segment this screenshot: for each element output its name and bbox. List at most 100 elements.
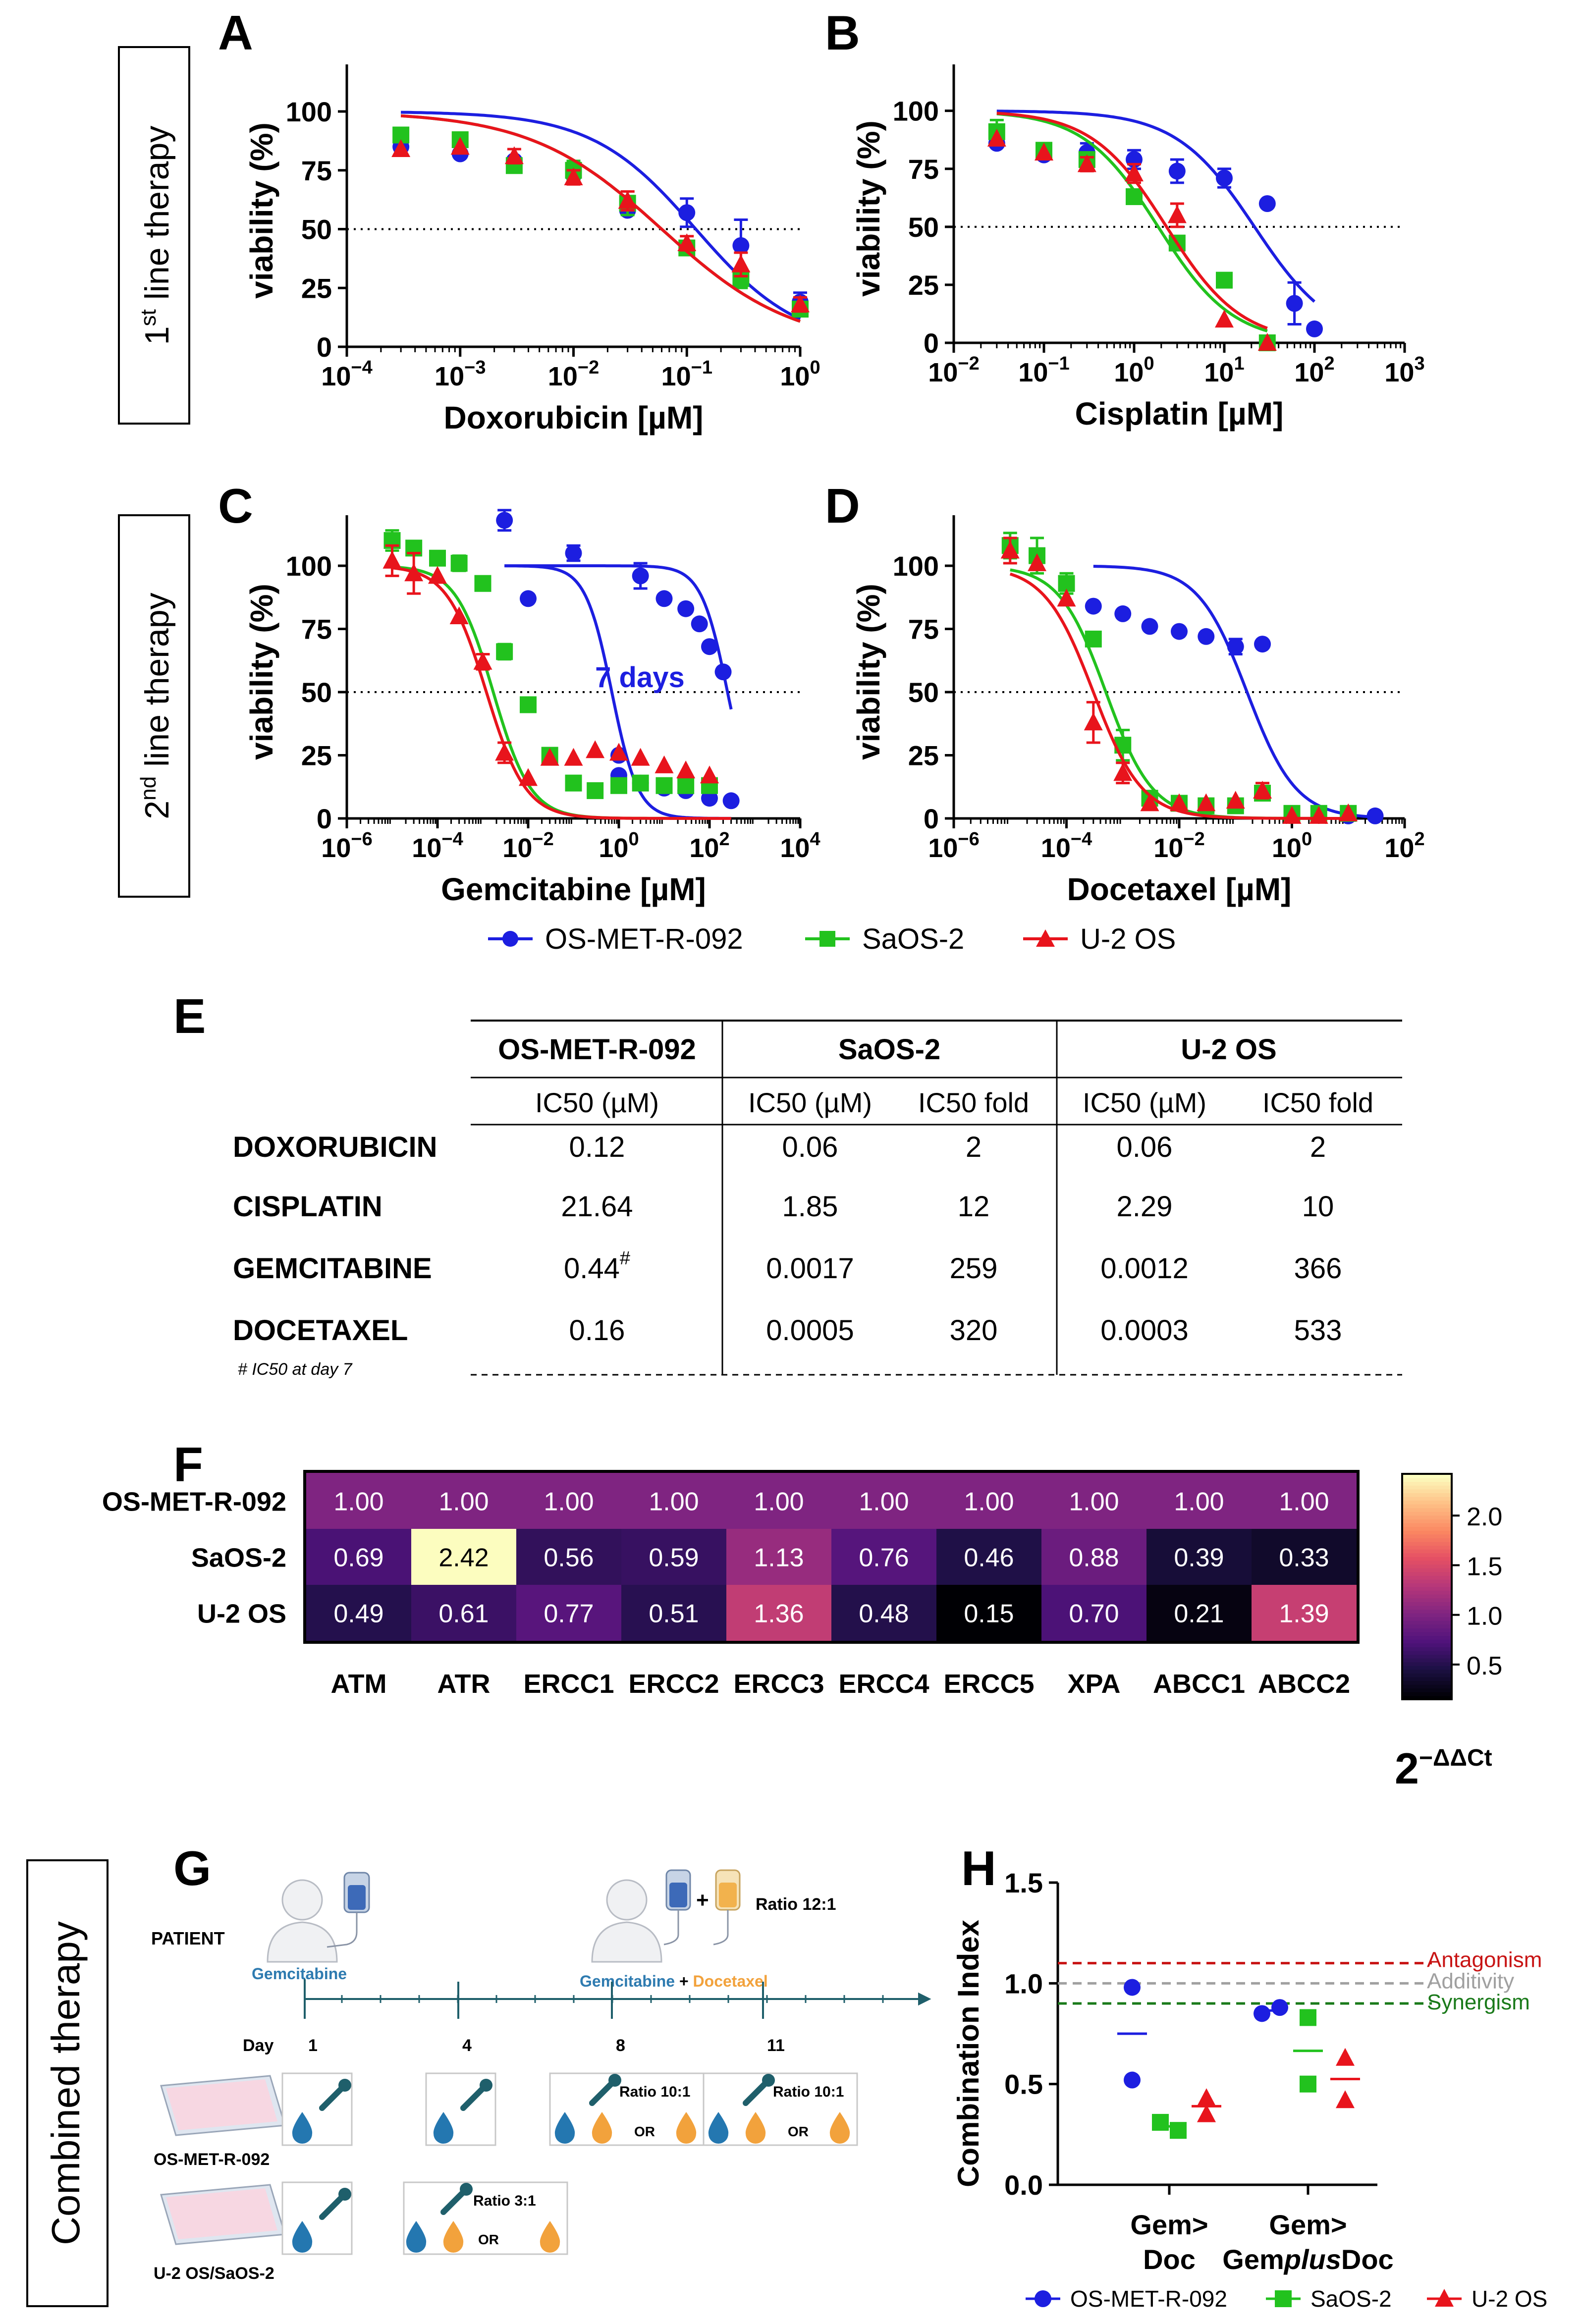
heatmap-cell [306, 1529, 411, 1585]
colorbar-segment [1402, 1673, 1452, 1677]
chart-docetaxel: 0 25 50 75 100 10−6 10−4 10−2 100 102 Docetaxel [µ… [851, 515, 1425, 907]
colorbar-segment [1402, 1586, 1452, 1591]
h-legend-marker-saos [1275, 2290, 1292, 2307]
iv-bag-icon-3 [713, 1869, 741, 1946]
annotation-7-days: 7 days [595, 661, 685, 694]
y-tick-label: 25 [908, 740, 939, 771]
panel-letter-f: F [173, 1437, 203, 1492]
data-point-saos [655, 777, 673, 794]
colorbar-frame [1401, 1473, 1453, 1700]
heatmap-cell-value: 0.77 [544, 1600, 594, 1628]
x-tick-label: 102 [1384, 829, 1424, 863]
colorbar-label: 2−ΔΔCt [1395, 1744, 1492, 1793]
y-tick-label: 1.0 [1004, 1968, 1043, 1999]
table-cell: 0.0003 [1100, 1314, 1188, 1347]
well-plate-icon-1 [160, 2075, 286, 2136]
drug-drop-icon [829, 2112, 850, 2144]
heatmap-cell-value: 1.00 [859, 1488, 909, 1516]
heatmap-cell-value: 1.00 [333, 1488, 383, 1516]
heatmap-cell [306, 1473, 411, 1529]
data-point-met [722, 792, 740, 810]
heatmap-cell [936, 1585, 1041, 1641]
heatmap-col-label: ERCC2 [628, 1669, 719, 1699]
panel-letter-g: G [173, 1841, 211, 1895]
colorbar-tick-label: 1.5 [1467, 1552, 1502, 1581]
heatmap-cell [411, 1473, 516, 1529]
data-point-met [655, 590, 673, 607]
sidebar-first-pre: 1 [138, 326, 176, 345]
heatmap-cell [1041, 1585, 1146, 1641]
heatmap-cell [726, 1473, 831, 1529]
data-point-u2os [677, 233, 697, 251]
x-tick-label: 103 [1384, 353, 1424, 387]
x-tick-label: 102 [689, 829, 729, 863]
day-4-label: 4 [462, 2036, 472, 2055]
x-axis-label: Cisplatin [µM] [1075, 396, 1284, 432]
colorbar-segment [1402, 1688, 1452, 1692]
colorbar-segment [1402, 1643, 1452, 1647]
colorbar-segment [1402, 1545, 1452, 1550]
table-cell: 0.12 [569, 1131, 625, 1163]
colorbar-segment [1402, 1594, 1452, 1599]
data-point-saos [610, 777, 627, 794]
svg-text:Gemcitabine + Doce: Gemcitabine + Docetaxel [580, 1972, 768, 1990]
x-tick-label: 10−2 [548, 357, 599, 391]
pipette-bulb [338, 2188, 351, 2201]
table-subheader: IC50 (µM) [535, 1087, 659, 1118]
ci-point-saos [1170, 2122, 1187, 2139]
colorbar-segment [1402, 1620, 1452, 1625]
colorbar-segment [1402, 1639, 1452, 1644]
colorbar-segment [1402, 1492, 1452, 1497]
colorbar-segment [1402, 1549, 1452, 1554]
iv-bag-icon-1 [327, 1872, 370, 1948]
heatmap-cell [831, 1585, 936, 1641]
y-tick-label: 100 [893, 96, 939, 127]
panel-letter-e: E [173, 989, 206, 1043]
data-point-met [1306, 320, 1323, 337]
data-point-u2os [1077, 154, 1096, 172]
colorbar-segment [1402, 1601, 1452, 1606]
data-point-u2os [473, 651, 492, 670]
data-point-u2os [1226, 791, 1245, 809]
colorbar-segment [1402, 1624, 1452, 1628]
y-axis-label: viability (%) [244, 122, 279, 299]
x-axis-label: Gemcitabine [µM] [441, 871, 706, 907]
colorbar-segment [1402, 1504, 1452, 1509]
data-point-met [1254, 636, 1271, 653]
heatmap-row-label: U-2 OS [197, 1599, 286, 1629]
y-axis-label: Combination Index [952, 1920, 985, 2187]
data-point-met [1216, 169, 1233, 187]
sidebar-second-sup: nd [136, 776, 161, 801]
heatmap-cell-value: 1.00 [964, 1488, 1014, 1516]
heatmap-col-label: ERCC3 [733, 1669, 824, 1699]
cell-line-1-label: OS-MET-R-092 [154, 2150, 270, 2169]
colorbar-segment [1402, 1684, 1452, 1689]
colorbar-segment [1402, 1676, 1452, 1681]
legend-met-label: OS-MET-R-092 [545, 923, 743, 955]
fit-curve-u2os [400, 114, 801, 323]
h-legend-marker-met [1035, 2290, 1051, 2307]
heatmap-cell [621, 1585, 726, 1641]
y-tick-label: 25 [301, 272, 332, 304]
colorbar-segment [1402, 1530, 1452, 1535]
or-label-2: OR [788, 2124, 809, 2139]
colorbar-segment [1402, 1477, 1452, 1482]
patient-figure-2 [591, 1879, 662, 1963]
combo-plus-sign: + [696, 1888, 709, 1912]
legend-u2os-marker [1036, 929, 1055, 947]
table-cell: 10 [1302, 1190, 1334, 1223]
data-point-met [565, 544, 582, 562]
colorbar-segment [1402, 1662, 1452, 1666]
or-label-1: OR [634, 2124, 655, 2139]
y-tick-label: 100 [893, 550, 939, 582]
ci-point-met [1271, 1999, 1288, 2016]
y-tick-label: 1.5 [1004, 1867, 1043, 1898]
drug-drop-icon [554, 2112, 575, 2144]
sidebar-second-line: 2nd line therapy [118, 514, 190, 898]
combination-index-chart: 0.0 0.5 1.0 1.5 Combination Index AntagonismA… [952, 1867, 1547, 2312]
heatmap-cell [831, 1529, 936, 1585]
colorbar-segment [1402, 1691, 1452, 1696]
ci-point-met [1254, 2005, 1270, 2022]
ic50-table: OS-MET-R-092 SaOS-2 U-2 OS IC50 (µM) IC50 (µ… [233, 1020, 1402, 1379]
pipette-bulb [338, 2079, 351, 2092]
